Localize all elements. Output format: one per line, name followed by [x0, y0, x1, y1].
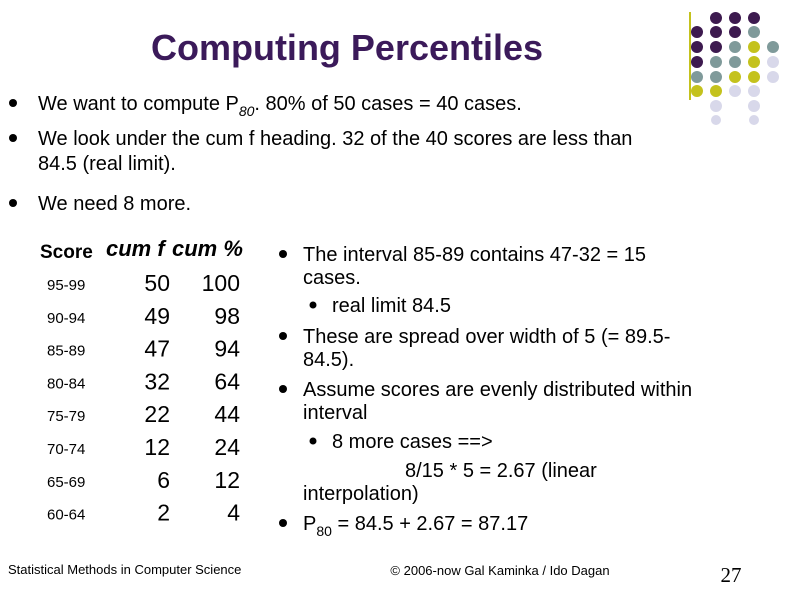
- bullet-line: cases.: [303, 267, 361, 289]
- bullet-line: These are spread over width of 5 (= 89.5…: [303, 326, 670, 348]
- sub-bullet: 8 more cases ==>: [332, 431, 493, 453]
- decoration: [689, 12, 779, 125]
- bullet-line: The interval 85-89 contains 47-32 = 15: [303, 244, 646, 266]
- cum-f-cell: 50: [144, 270, 170, 296]
- cum-f-cell: 49: [144, 303, 170, 329]
- score-cell: 65-69: [47, 474, 85, 491]
- cum-pct-cell: 98: [214, 303, 240, 329]
- cum-pct-cell: 24: [214, 434, 240, 460]
- bullet-text: P: [303, 513, 316, 535]
- cum-f-cell: 32: [144, 368, 170, 394]
- bullet-text: . 80% of 50 cases = 40 cases.: [254, 93, 521, 115]
- sub-bullet: real limit 84.5: [332, 295, 451, 317]
- table: Score cum f cum % 95-99 50 100 90-94 49 98 85-…: [40, 236, 243, 526]
- footer-left: Statistical Methods in Computer Science: [8, 562, 241, 577]
- cum-pct-cell: 4: [227, 500, 240, 526]
- bullet-text: We want to compute P: [38, 93, 239, 115]
- footer-center: © 2006-now Gal Kaminka / Ido Dagan: [390, 563, 609, 578]
- cum-pct-cell: 94: [214, 336, 240, 362]
- bullet-line: interval: [303, 402, 367, 424]
- score-cell: 95-99: [47, 277, 85, 294]
- cum-f-cell: 2: [157, 500, 170, 526]
- bullet: We want to compute P80. 80% of 50 cases …: [38, 93, 522, 119]
- cum-f-cell: 47: [144, 336, 170, 362]
- score-cell: 75-79: [47, 408, 85, 425]
- page-number: 27: [721, 563, 742, 587]
- right-bullets: The interval 85-89 contains 47-32 = 15 c…: [279, 244, 692, 539]
- bullet-line: 84.5 (real limit).: [38, 153, 176, 175]
- table-header: cum %: [172, 236, 243, 261]
- score-cell: 70-74: [47, 441, 85, 458]
- table-header: cum f: [106, 236, 167, 261]
- score-cell: 85-89: [47, 343, 85, 360]
- bullet-text: = 84.5 + 2.67 = 87.17: [332, 513, 528, 535]
- cum-pct-cell: 44: [214, 401, 240, 427]
- cum-f-cell: 6: [157, 467, 170, 493]
- table-header: Score: [40, 242, 93, 263]
- cum-f-cell: 22: [144, 401, 170, 427]
- cum-f-cell: 12: [144, 434, 170, 460]
- cum-pct-cell: 64: [214, 368, 240, 394]
- score-cell: 90-94: [47, 310, 85, 327]
- sub-bullet-line: interpolation): [303, 483, 419, 505]
- bullets: We want to compute P80. 80% of 50 cases …: [9, 93, 632, 215]
- bullet-line: We look under the cum f heading. 32 of t…: [38, 128, 632, 150]
- title: Computing Percentiles: [151, 27, 543, 68]
- subscript: 80: [316, 523, 332, 539]
- score-cell: 60-64: [47, 507, 85, 524]
- score-cell: 80-84: [47, 375, 85, 392]
- subscript: 80: [239, 103, 255, 119]
- bullet: P80 = 84.5 + 2.67 = 87.17: [303, 513, 528, 539]
- sub-bullet-line: 8/15 * 5 = 2.67 (linear: [405, 460, 597, 482]
- bullet-line: 84.5).: [303, 349, 354, 371]
- bullet-line: Assume scores are evenly distributed wit…: [303, 379, 692, 401]
- bullet: We need 8 more.: [38, 193, 191, 215]
- cum-pct-cell: 100: [202, 270, 240, 296]
- cum-pct-cell: 12: [214, 467, 240, 493]
